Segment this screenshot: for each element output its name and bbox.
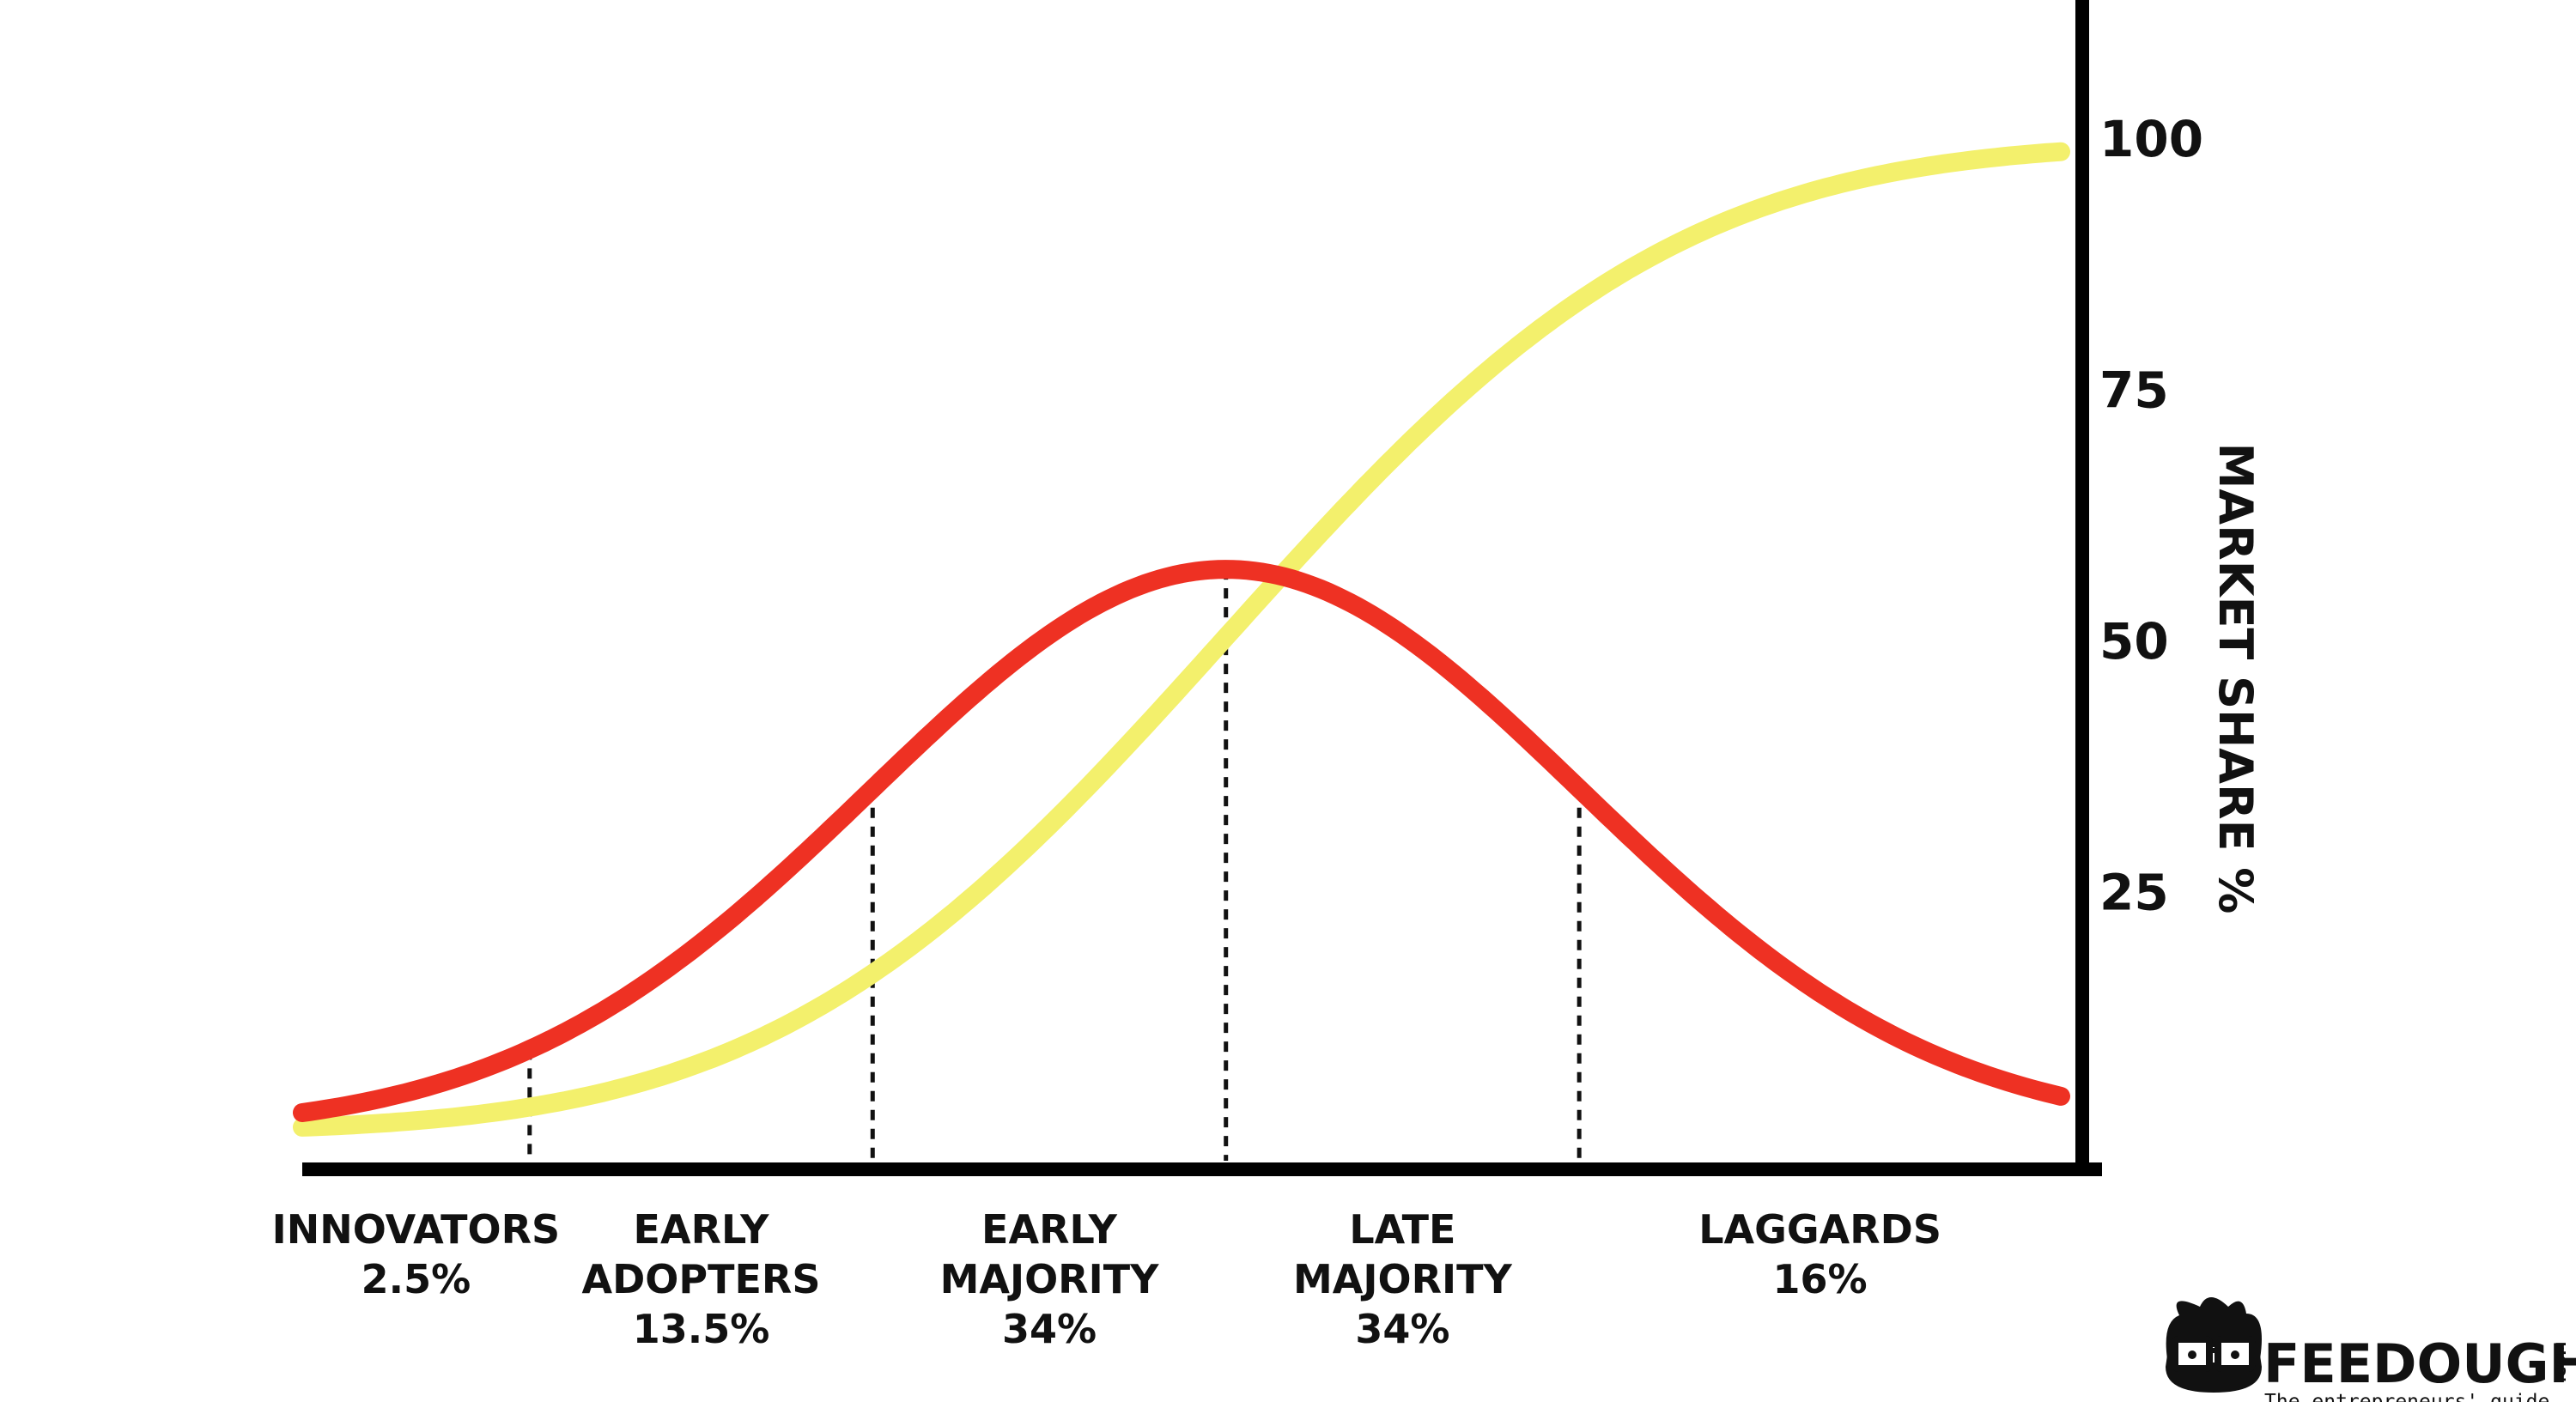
axes	[302, 0, 2102, 1176]
series-adoption-curve	[293, 560, 2070, 1122]
logo-suffix: .COM	[2553, 1342, 2569, 1382]
segment-label-line: LAGGARDS	[1698, 1206, 1941, 1253]
y-tick-label: 75	[2099, 361, 2169, 420]
segment-label-line: EARLY	[634, 1206, 770, 1253]
segment-label-line: 34%	[1355, 1306, 1449, 1352]
segment-label-line: EARLY	[981, 1206, 1118, 1253]
segment-label-line: INNOVATORS	[272, 1206, 561, 1253]
segment-label-line: 2.5%	[361, 1256, 471, 1302]
mascot-face-icon	[2166, 1297, 2262, 1393]
logo-tagline: The entrepreneurs' guide	[2264, 1391, 2549, 1402]
series-market-share-curve	[293, 142, 2070, 1137]
y-tick-labels: 25 50 75 100	[2099, 110, 2203, 922]
y-tick-label: 100	[2099, 110, 2203, 168]
y-tick-label: 50	[2099, 612, 2169, 671]
segment-label-line: ADOPTERS	[582, 1256, 821, 1302]
segment-label-line: 34%	[1002, 1306, 1097, 1352]
logo-name: FEEDOUGH	[2263, 1332, 2576, 1395]
segment-label-line: LATE	[1349, 1206, 1455, 1253]
segment-label-line: 13.5%	[633, 1306, 770, 1352]
segment-label-line: MAJORITY	[1293, 1256, 1513, 1302]
y-axis-label: MARKET SHARE %	[2208, 443, 2263, 914]
segment-dividers	[527, 569, 1582, 1161]
feedough-logo: FEEDOUGH .COM The entrepreneurs' guide	[2166, 1297, 2576, 1402]
segment-label-line: 16%	[1773, 1256, 1868, 1302]
segment-labels: INNOVATORS2.5%EARLYADOPTERS13.5%EARLYMAJ…	[272, 1206, 1941, 1352]
y-tick-label: 25	[2099, 864, 2169, 922]
segment-label-line: MAJORITY	[940, 1256, 1160, 1302]
